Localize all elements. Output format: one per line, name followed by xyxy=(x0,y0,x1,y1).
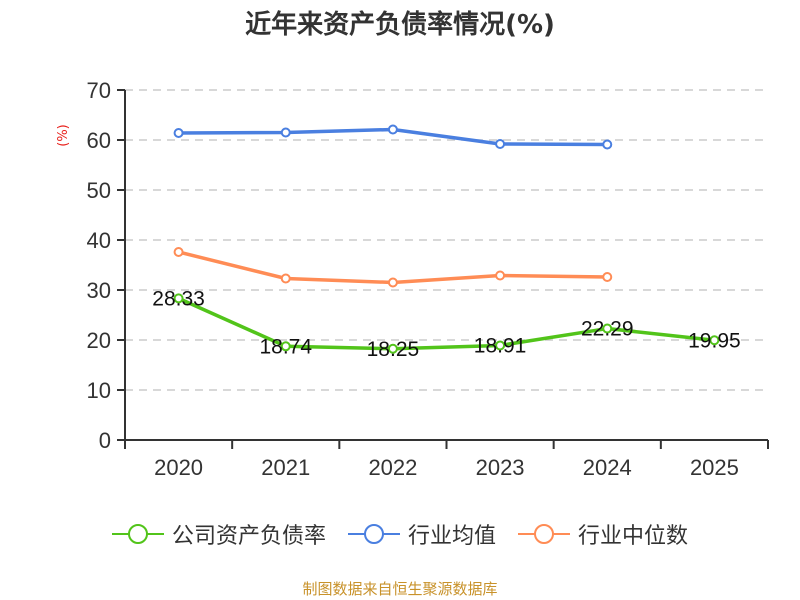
x-tick-label: 2021 xyxy=(261,455,310,480)
y-tick-label: 70 xyxy=(87,78,111,103)
y-tick-label: 50 xyxy=(87,178,111,203)
data-point-marker[interactable] xyxy=(387,277,398,288)
legend-label: 行业中位数 xyxy=(578,524,689,549)
data-point-marker[interactable] xyxy=(495,340,506,351)
y-tick-label: 20 xyxy=(87,328,111,353)
gridlines xyxy=(125,89,768,391)
data-point-marker[interactable] xyxy=(280,127,291,138)
legend-label: 行业均值 xyxy=(407,524,496,549)
legend-item-industry-average[interactable]: 行业均值 xyxy=(347,518,496,550)
x-tick-label: 2023 xyxy=(476,455,525,480)
data-point-marker[interactable] xyxy=(709,335,720,346)
data-source-note: 制图数据来自恒生聚源数据库 xyxy=(302,580,498,598)
data-point-marker[interactable] xyxy=(280,341,291,352)
y-tick-label: 0 xyxy=(99,428,111,453)
legend-item-industry-median[interactable]: 行业中位数 xyxy=(518,518,688,550)
data-point-marker[interactable] xyxy=(173,247,184,257)
x-tick-label: 2020 xyxy=(154,455,203,480)
y-tick-label: 60 xyxy=(87,128,111,153)
legend-line-circle-icon xyxy=(347,524,400,544)
chart-title: 近年来资产负债率情况(%) xyxy=(245,10,555,40)
data-point-marker[interactable] xyxy=(173,128,184,138)
data-point-marker[interactable] xyxy=(602,323,613,334)
legend-label: 公司资产负债率 xyxy=(171,524,326,549)
data-value-label: 18.25 xyxy=(367,338,420,361)
series-line xyxy=(177,296,715,351)
x-tick-label: 2025 xyxy=(690,455,739,480)
data-point-marker[interactable] xyxy=(387,124,398,135)
data-point-marker[interactable] xyxy=(602,139,613,150)
series-lines xyxy=(173,124,720,354)
legend-line-circle-icon xyxy=(518,524,570,544)
data-value-label: 18.74 xyxy=(259,335,312,358)
data-point-marker[interactable] xyxy=(495,139,506,149)
y-tick-label: 30 xyxy=(87,278,111,303)
data-point-marker[interactable] xyxy=(280,273,291,284)
data-point-marker[interactable] xyxy=(495,270,506,281)
data-value-label: 19.95 xyxy=(688,329,741,352)
x-tick-label: 2024 xyxy=(583,455,632,480)
data-value-label: 22.29 xyxy=(581,318,634,341)
data-point-marker[interactable] xyxy=(173,293,184,304)
data-value-label: 28.33 xyxy=(152,287,205,310)
axes: 0 10 20 30 40 50 60 70 2020 2021 2022 2023 2024 2025 xyxy=(87,78,769,480)
legend-item-company[interactable]: 公司资产负债率 xyxy=(111,518,326,550)
y-tick-label: 40 xyxy=(87,228,111,253)
data-point-marker[interactable] xyxy=(602,272,613,282)
x-tick-label: 2022 xyxy=(368,455,417,480)
legend-line-circle-icon xyxy=(111,524,164,544)
data-point-marker[interactable] xyxy=(387,343,398,354)
data-value-label: 18.91 xyxy=(474,334,527,357)
y-tick-label: 10 xyxy=(87,378,111,403)
legend: 公司资产负债率 行业均值 行业中位数 xyxy=(0,518,800,550)
data-labels: 28.33 18.74 18.25 18.91 22.29 19.95 xyxy=(152,287,740,360)
